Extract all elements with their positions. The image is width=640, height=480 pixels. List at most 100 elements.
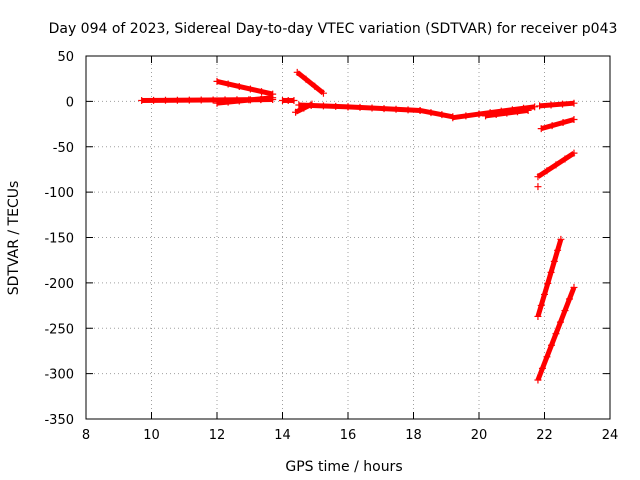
- y-tick-label: -50: [53, 141, 74, 156]
- data-point-marker: [258, 95, 266, 103]
- data-point-marker: [536, 102, 544, 110]
- data-point-marker: [548, 122, 556, 130]
- data-point-marker: [246, 85, 254, 93]
- y-tick-label: 50: [57, 50, 74, 65]
- x-tick-label: 18: [405, 428, 422, 443]
- data-point-marker: [344, 103, 352, 111]
- data-point-marker: [161, 96, 169, 104]
- data-point-marker: [547, 268, 555, 276]
- data-point-marker: [258, 88, 266, 96]
- data-point-marker: [537, 125, 545, 133]
- y-tick-label: 0: [66, 95, 74, 110]
- x-tick-label: 24: [602, 428, 619, 443]
- data-point-marker: [307, 101, 315, 109]
- data-point-marker: [356, 103, 364, 111]
- data-point-marker: [534, 173, 542, 181]
- data-point-marker: [319, 102, 327, 110]
- data-point-marker: [427, 109, 435, 117]
- data-point-marker: [213, 99, 221, 107]
- data-point-marker: [213, 77, 221, 85]
- data-point-marker: [537, 301, 545, 309]
- data-point-marker: [543, 353, 551, 361]
- data-point-marker: [538, 364, 546, 372]
- x-tick-label: 8: [82, 428, 90, 443]
- y-axis-label: SDTVAR / TECUs: [6, 181, 22, 296]
- data-point-marker: [150, 96, 158, 104]
- data-point-marker: [293, 68, 301, 76]
- data-point-marker: [544, 279, 552, 287]
- data-point-marker: [543, 167, 551, 175]
- data-point-marker: [513, 108, 521, 116]
- data-point-marker: [138, 96, 146, 104]
- data-point-marker: [556, 318, 564, 326]
- data-point-marker: [235, 82, 243, 90]
- data-point-marker: [570, 116, 578, 124]
- data-point-marker: [173, 96, 181, 104]
- y-tick-label: -350: [44, 413, 74, 428]
- data-point-marker: [462, 112, 470, 120]
- data-point-marker: [534, 312, 542, 320]
- data-point-marker: [561, 307, 569, 315]
- x-tick-label: 20: [471, 428, 488, 443]
- y-tick-label: -250: [44, 322, 74, 337]
- x-tick-label: 10: [143, 428, 160, 443]
- data-series: [138, 68, 578, 384]
- data-point-marker: [311, 82, 319, 90]
- data-point-marker: [559, 100, 567, 108]
- data-point-marker: [482, 112, 490, 120]
- data-point-marker: [492, 111, 500, 119]
- data-point-marker: [185, 96, 193, 104]
- data-point-marker: [475, 110, 483, 118]
- tick-labels: 8 10 12 14 16 18 20 22 24 50 0 -50 -100 -150 -200 -250 -…: [44, 50, 618, 443]
- data-point-marker: [302, 75, 310, 83]
- data-point-marker: [534, 376, 542, 384]
- data-point-marker: [534, 183, 542, 191]
- data-point-marker: [570, 283, 578, 291]
- data-point-marker: [541, 290, 548, 298]
- data-segment: [419, 107, 454, 120]
- data-point-marker: [547, 341, 555, 349]
- data-segment: [216, 78, 274, 97]
- x-tick-label: 14: [274, 428, 291, 443]
- chart-title: Day 094 of 2023, Sidereal Day-to-day VTE…: [49, 21, 618, 37]
- data-point-marker: [416, 106, 424, 114]
- data-point-marker: [438, 111, 446, 119]
- x-tick-label: 12: [209, 428, 226, 443]
- x-axis-label: GPS time / hours: [285, 459, 402, 475]
- data-point-marker: [557, 235, 565, 243]
- data-point-marker: [269, 94, 277, 102]
- grid-lines: [86, 56, 610, 419]
- data-point-marker: [235, 97, 243, 105]
- y-tick-label: -200: [44, 277, 74, 292]
- data-point-marker: [449, 114, 457, 122]
- y-tick-label: -100: [44, 186, 74, 201]
- data-point-marker: [531, 103, 539, 111]
- data-point-marker: [392, 105, 400, 113]
- data-point-marker: [404, 106, 412, 114]
- data-point-marker: [332, 102, 340, 110]
- data-point-marker: [319, 89, 327, 97]
- data-point-marker: [292, 108, 300, 116]
- data-point-marker: [224, 98, 232, 106]
- data-segment: [539, 100, 575, 109]
- data-point-marker: [290, 96, 298, 104]
- data-point-marker: [552, 161, 560, 169]
- data-point-marker: [554, 246, 562, 254]
- y-tick-label: -300: [44, 368, 74, 383]
- data-point-marker: [246, 96, 254, 104]
- data-point-marker: [561, 155, 569, 163]
- data-point-marker: [295, 101, 303, 109]
- data-point-marker: [550, 257, 558, 265]
- y-tick-label: -150: [44, 232, 74, 247]
- data-point-marker: [197, 96, 205, 104]
- data-point-marker: [565, 295, 573, 303]
- axis-ticks: [85, 55, 611, 420]
- data-point-marker: [503, 109, 511, 117]
- data-point-marker: [547, 101, 555, 109]
- x-tick-label: 16: [340, 428, 357, 443]
- data-point-marker: [368, 104, 376, 112]
- data-segment: [295, 70, 325, 96]
- data-point-marker: [570, 149, 578, 157]
- data-point-marker: [559, 119, 567, 127]
